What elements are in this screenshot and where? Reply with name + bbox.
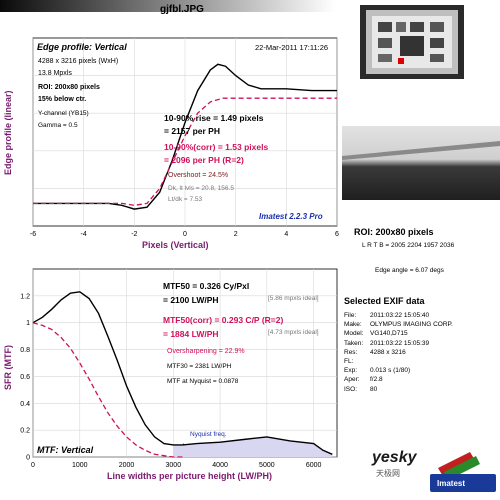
edge-plot-grid [32,38,338,226]
roi-label: ROI: 200x80 pixels [38,84,100,91]
corr-line-1: 10-90%(corr) = 1.53 pixels [164,142,269,152]
edge-plot-series [33,63,337,210]
overshoot-label: Overshoot = 24.5% [168,172,229,179]
y-tick-label: 0.4 [20,401,30,408]
exif-value: 4288 x 3216 [370,348,406,356]
x-tick-label: 3000 [166,462,182,469]
y-tick-label: 1.2 [20,293,30,300]
y-tick-label: 0.8 [20,347,30,354]
x-tick-label: 0 [183,231,187,238]
exif-value: 2011:03:22 15:05:40 [370,312,430,319]
header-gradient-bar [0,0,335,12]
roi-title: ROI: 200x80 pixels [354,227,434,237]
exif-value: 2011:03:22 15:05:39 [370,339,430,347]
edge-plot-xlabel: Pixels (Vertical) [142,240,209,250]
watermark-logo [430,452,496,492]
exif-key: FL: [344,358,354,365]
mtf50-line-2: = 2100 LW/PH [163,295,219,305]
oversharpening-label: Oversharpening = 22.9% [167,348,245,355]
exif-title: Selected EXIF data [344,296,425,306]
watermark-cn: 天极网 [376,469,400,478]
watermark-brand: Imatest [437,479,466,488]
exif-key: Make: [344,321,362,329]
x-tick-label: 5000 [259,462,275,469]
image-size: 4288 x 3216 pixels (WxH) [38,58,119,65]
mtf30-label: MTF30 = 2381 LW/PH [167,363,232,370]
rise-line-2: = 2157 per PH [164,126,220,136]
chart-thumbnail [360,5,464,79]
megapixels: 13.8 Mpxls [38,70,72,77]
y-tick-label: 0.2 [20,428,30,435]
series-line-2 [32,322,183,458]
corr-line-2: = 2096 per PH (R=2) [164,155,244,165]
exif-value: 80 [370,385,378,393]
exif-key: Res: [344,348,358,356]
mtf-nyquist-label: MTF at Nyquist = 0.0878 [167,378,239,385]
exif-value: VG140,D715 [370,330,408,338]
mtf-tail-area [173,436,333,457]
x-tick-label: 2 [234,231,238,238]
rise-line-1: 10-90% rise = 1.49 pixels [164,113,264,123]
exif-value: OLYMPUS IMAGING CORP. [370,321,453,329]
x-tick-label: 1000 [72,462,88,469]
exif-key: Aper: [344,376,360,384]
mtf50-line-1: MTF50 = 0.326 Cy/Pxl [163,281,250,291]
mtf50-corr-line-1: MTF50(corr) = 0.293 C/P (R=2) [163,315,284,325]
y-tick-label: 1 [26,320,30,327]
edge-angle: Edge angle = 6.07 degs [375,267,444,274]
mtf-plot-title: MTF: Vertical [37,445,94,455]
edge-plot-ylabel: Edge profile (linear) [3,90,13,175]
dark-light-levels: Dk, lt lvls = 20.8, 156.5 [168,185,234,192]
channel-label: Y-channel (YB15) [38,110,89,117]
exif-key: Model: [344,330,364,338]
x-tick-label: 4000 [212,462,228,469]
roi-coordinates: L R T B = 2005 2204 1957 2036 [362,242,455,249]
light-dark-ratio: Lt/dk = 7.53 [168,196,203,203]
y-tick-label: 0.6 [20,374,30,381]
x-tick-label: 6 [335,231,339,238]
exif-value: f/2.8 [370,376,383,384]
exif-key: File: [344,312,357,319]
mtf50-ideal: [5.86 mpxls ideal] [268,295,319,302]
series-line-2 [33,97,337,206]
edge-plot-title: Edge profile: Vertical [37,42,127,52]
mtf50-corr-line-2: = 1884 LW/PH [163,329,219,339]
series-line-1 [32,291,333,455]
timestamp: 22-Mar-2011 17:11:26 [255,43,329,52]
watermark-site: yesky [372,449,417,466]
x-tick-label: 6000 [306,462,322,469]
mtf50-corr-ideal: [4.73 mpxls ideal] [268,329,319,336]
gamma-label: Gamma = 0.5 [38,122,78,129]
exif-key: ISO: [344,385,358,393]
x-tick-label: -4 [81,231,87,238]
x-tick-label: -2 [131,231,137,238]
file-title: gjfbl.JPG [160,4,204,15]
imatest-brand: Imatest 2.2.3 Pro [259,212,323,221]
x-tick-label: 4 [284,231,288,238]
below-center-label: 15% below ctr. [38,96,87,103]
exif-key: Exp: [344,367,358,375]
mtf-plot-frame [32,268,338,458]
mtf-plot-series [32,291,333,458]
x-tick-label: 2000 [119,462,135,469]
nyquist-freq-label: Nyquist freq. [190,431,227,438]
mtf-plot-ticks: 0 1000 2000 3000 4000 5000 6000 0 0.2 0.4 0.6 0.8 1 1… [20,293,321,469]
y-tick-label: 0 [26,455,30,462]
edge-plot-x-ticks: -6 -4 -2 0 2 4 6 [30,231,339,238]
mtf-plot-grid [32,269,337,458]
exif-value: 0.013 s (1/80) [370,367,411,375]
mtf-plot-xlabel: Line widths per picture height (LW/PH) [107,471,273,481]
edge-roi-crop [342,126,500,200]
x-tick-label: -6 [30,231,36,238]
x-tick-label: 0 [31,462,35,469]
exif-key: Taken: [344,339,364,347]
mtf-plot-ylabel: SFR (MTF) [3,345,13,390]
